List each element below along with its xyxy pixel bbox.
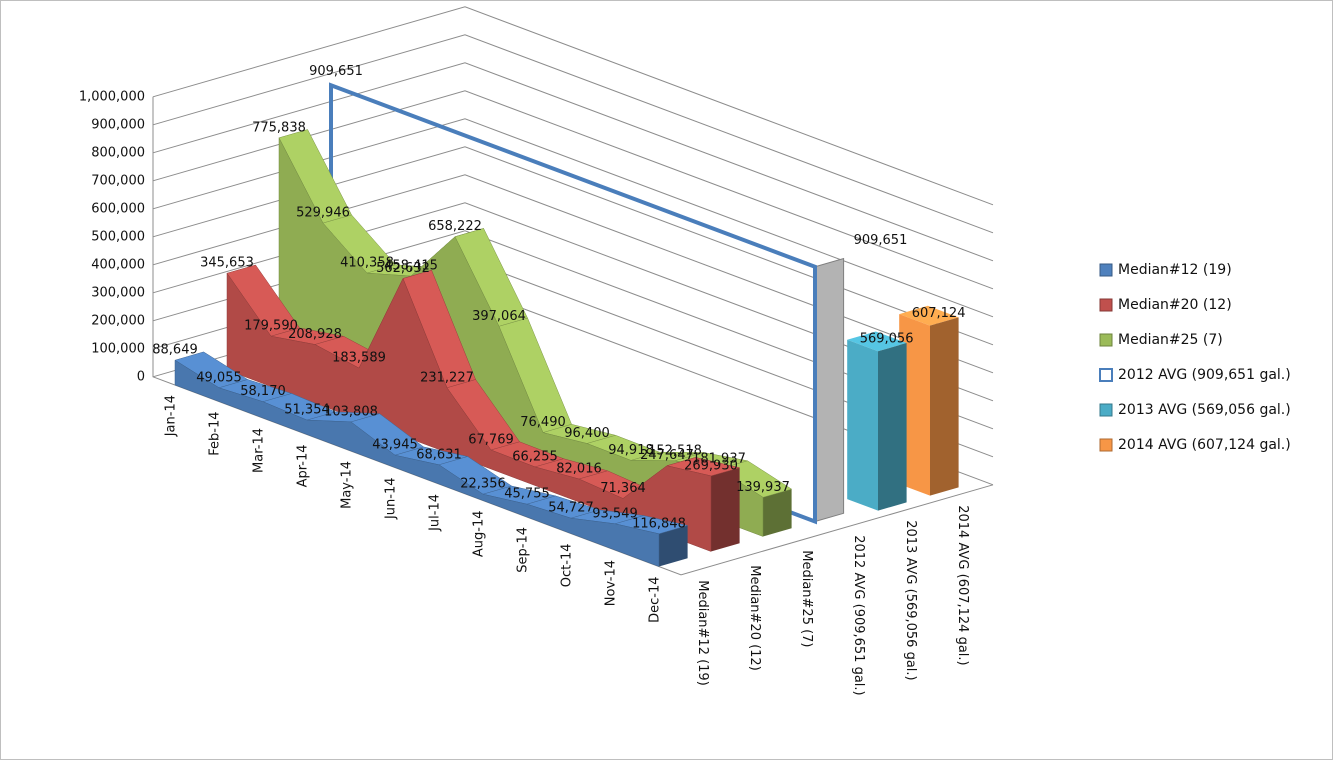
data-label: 82,016: [556, 462, 602, 477]
data-label: 93,549: [592, 506, 638, 521]
x-tick-label: Nov-14: [604, 560, 619, 606]
data-label: 658,222: [428, 219, 482, 234]
data-label: 607,124: [912, 306, 966, 321]
y-tick-label: 900,000: [91, 117, 145, 132]
y-tick-label: 1,000,000: [79, 89, 145, 104]
data-label: 45,755: [504, 487, 550, 502]
data-label: 71,364: [600, 481, 646, 496]
data-label: 116,848: [632, 516, 686, 531]
data-label: 67,769: [468, 433, 514, 448]
legend-label: Median#12 (19): [1118, 262, 1232, 278]
data-label: 909,651: [309, 64, 363, 79]
depth-tick-label: 2014 AVG (607,124 gal.): [955, 505, 970, 665]
grid-line: [152, 62, 994, 262]
data-label: 569,056: [860, 332, 914, 347]
data-label: 152,518: [648, 443, 702, 458]
x-tick-label: May-14: [340, 461, 355, 509]
legend-label: Median#25 (7): [1118, 332, 1223, 348]
x-tick-label: Jun-14: [384, 478, 399, 521]
data-label: 103,808: [324, 404, 378, 419]
data-label: 410,358: [340, 256, 394, 271]
y-tick-label: 700,000: [91, 173, 145, 188]
legend-swatch: [1099, 368, 1113, 382]
depth-tick-label: Median#25 (7): [799, 550, 814, 647]
x-tick-label: Jan-14: [164, 395, 179, 437]
area-side: [711, 467, 740, 552]
x-tick-label: Aug-14: [472, 511, 487, 558]
data-label: 51,354: [284, 403, 330, 418]
y-tick-label: 800,000: [91, 145, 145, 160]
x-tick-label: Oct-14: [560, 544, 575, 588]
legend: Median#12 (19) Median#20 (12) Median#25 (7…: [1099, 262, 1291, 453]
x-tick-label: Apr-14: [296, 445, 311, 488]
data-label: 529,946: [296, 206, 350, 221]
legend-swatch: [1099, 333, 1113, 347]
legend-label: 2014 AVG (607,124 gal.): [1118, 437, 1291, 453]
data-label: 775,838: [252, 120, 306, 135]
depth-tick-label: Median#20 (12): [747, 565, 762, 671]
data-label: 179,590: [244, 319, 298, 334]
y-tick-label: 400,000: [91, 257, 145, 272]
y-tick-label: 600,000: [91, 201, 145, 216]
depth-tick-label: 2013 AVG (569,056 gal.): [903, 520, 918, 680]
data-label: 181,937: [692, 452, 746, 467]
legend-swatch: [1099, 298, 1113, 312]
column-top: [847, 331, 907, 352]
data-label: 94,918: [608, 443, 654, 458]
data-label: 54,727: [548, 501, 594, 516]
data-label: 43,945: [372, 438, 418, 453]
x-tick-label: Dec-14: [648, 577, 663, 623]
column-top: [899, 305, 959, 326]
column: [847, 339, 878, 511]
data-label: 66,255: [512, 449, 558, 464]
legend-swatch: [1099, 403, 1113, 417]
data-label: 49,055: [196, 370, 242, 385]
data-label: 231,227: [420, 370, 474, 385]
y-tick-label: 500,000: [91, 229, 145, 244]
data-label: 58,170: [240, 384, 286, 399]
depth-tick-label: Median#12 (19): [695, 580, 710, 686]
grid-line: [152, 34, 994, 234]
data-label: 458,415: [384, 259, 438, 274]
data-label: 22,356: [460, 477, 506, 492]
column-side: [878, 343, 907, 511]
grid-line: [152, 6, 994, 206]
x-tick-label: Jul-14: [428, 494, 443, 532]
legend-swatch: [1099, 438, 1113, 452]
reference-side: [814, 257, 845, 523]
legend-swatch: [1099, 263, 1113, 277]
area-side: [659, 525, 688, 567]
data-label: 247,647: [640, 448, 694, 463]
column: [899, 314, 930, 496]
data-label: 88,649: [152, 343, 198, 358]
depth-tick-label: 2012 AVG (909,651 gal.): [851, 535, 866, 695]
data-label: 909,651: [854, 233, 908, 248]
x-tick-label: Feb-14: [208, 412, 223, 456]
y-tick-label: 100,000: [91, 341, 145, 356]
legend-label: Median#20 (12): [1118, 297, 1232, 313]
legend-label: 2012 AVG (909,651 gal.): [1118, 367, 1291, 383]
data-label: 96,400: [564, 426, 610, 441]
data-label: 562,632: [376, 261, 430, 276]
y-tick-label: 200,000: [91, 313, 145, 328]
data-label: 208,928: [288, 327, 342, 342]
grid-line: [152, 90, 994, 290]
x-tick-label: Mar-14: [252, 428, 267, 473]
data-label: 345,653: [200, 256, 254, 271]
x-tick-label: Sep-14: [516, 527, 531, 573]
column-side: [930, 317, 959, 496]
y-tick-label: 300,000: [91, 285, 145, 300]
data-label: 76,490: [520, 415, 566, 430]
grid-line: [152, 118, 994, 318]
area: [174, 359, 660, 567]
data-label: 183,589: [332, 351, 386, 366]
legend-label: 2013 AVG (569,056 gal.): [1118, 402, 1291, 418]
data-label: 139,937: [736, 480, 790, 495]
y-tick-label: 0: [137, 369, 145, 384]
data-label: 397,064: [472, 309, 526, 324]
data-label: 269,930: [684, 458, 738, 473]
data-label: 68,631: [416, 447, 462, 462]
area-side: [763, 489, 792, 537]
